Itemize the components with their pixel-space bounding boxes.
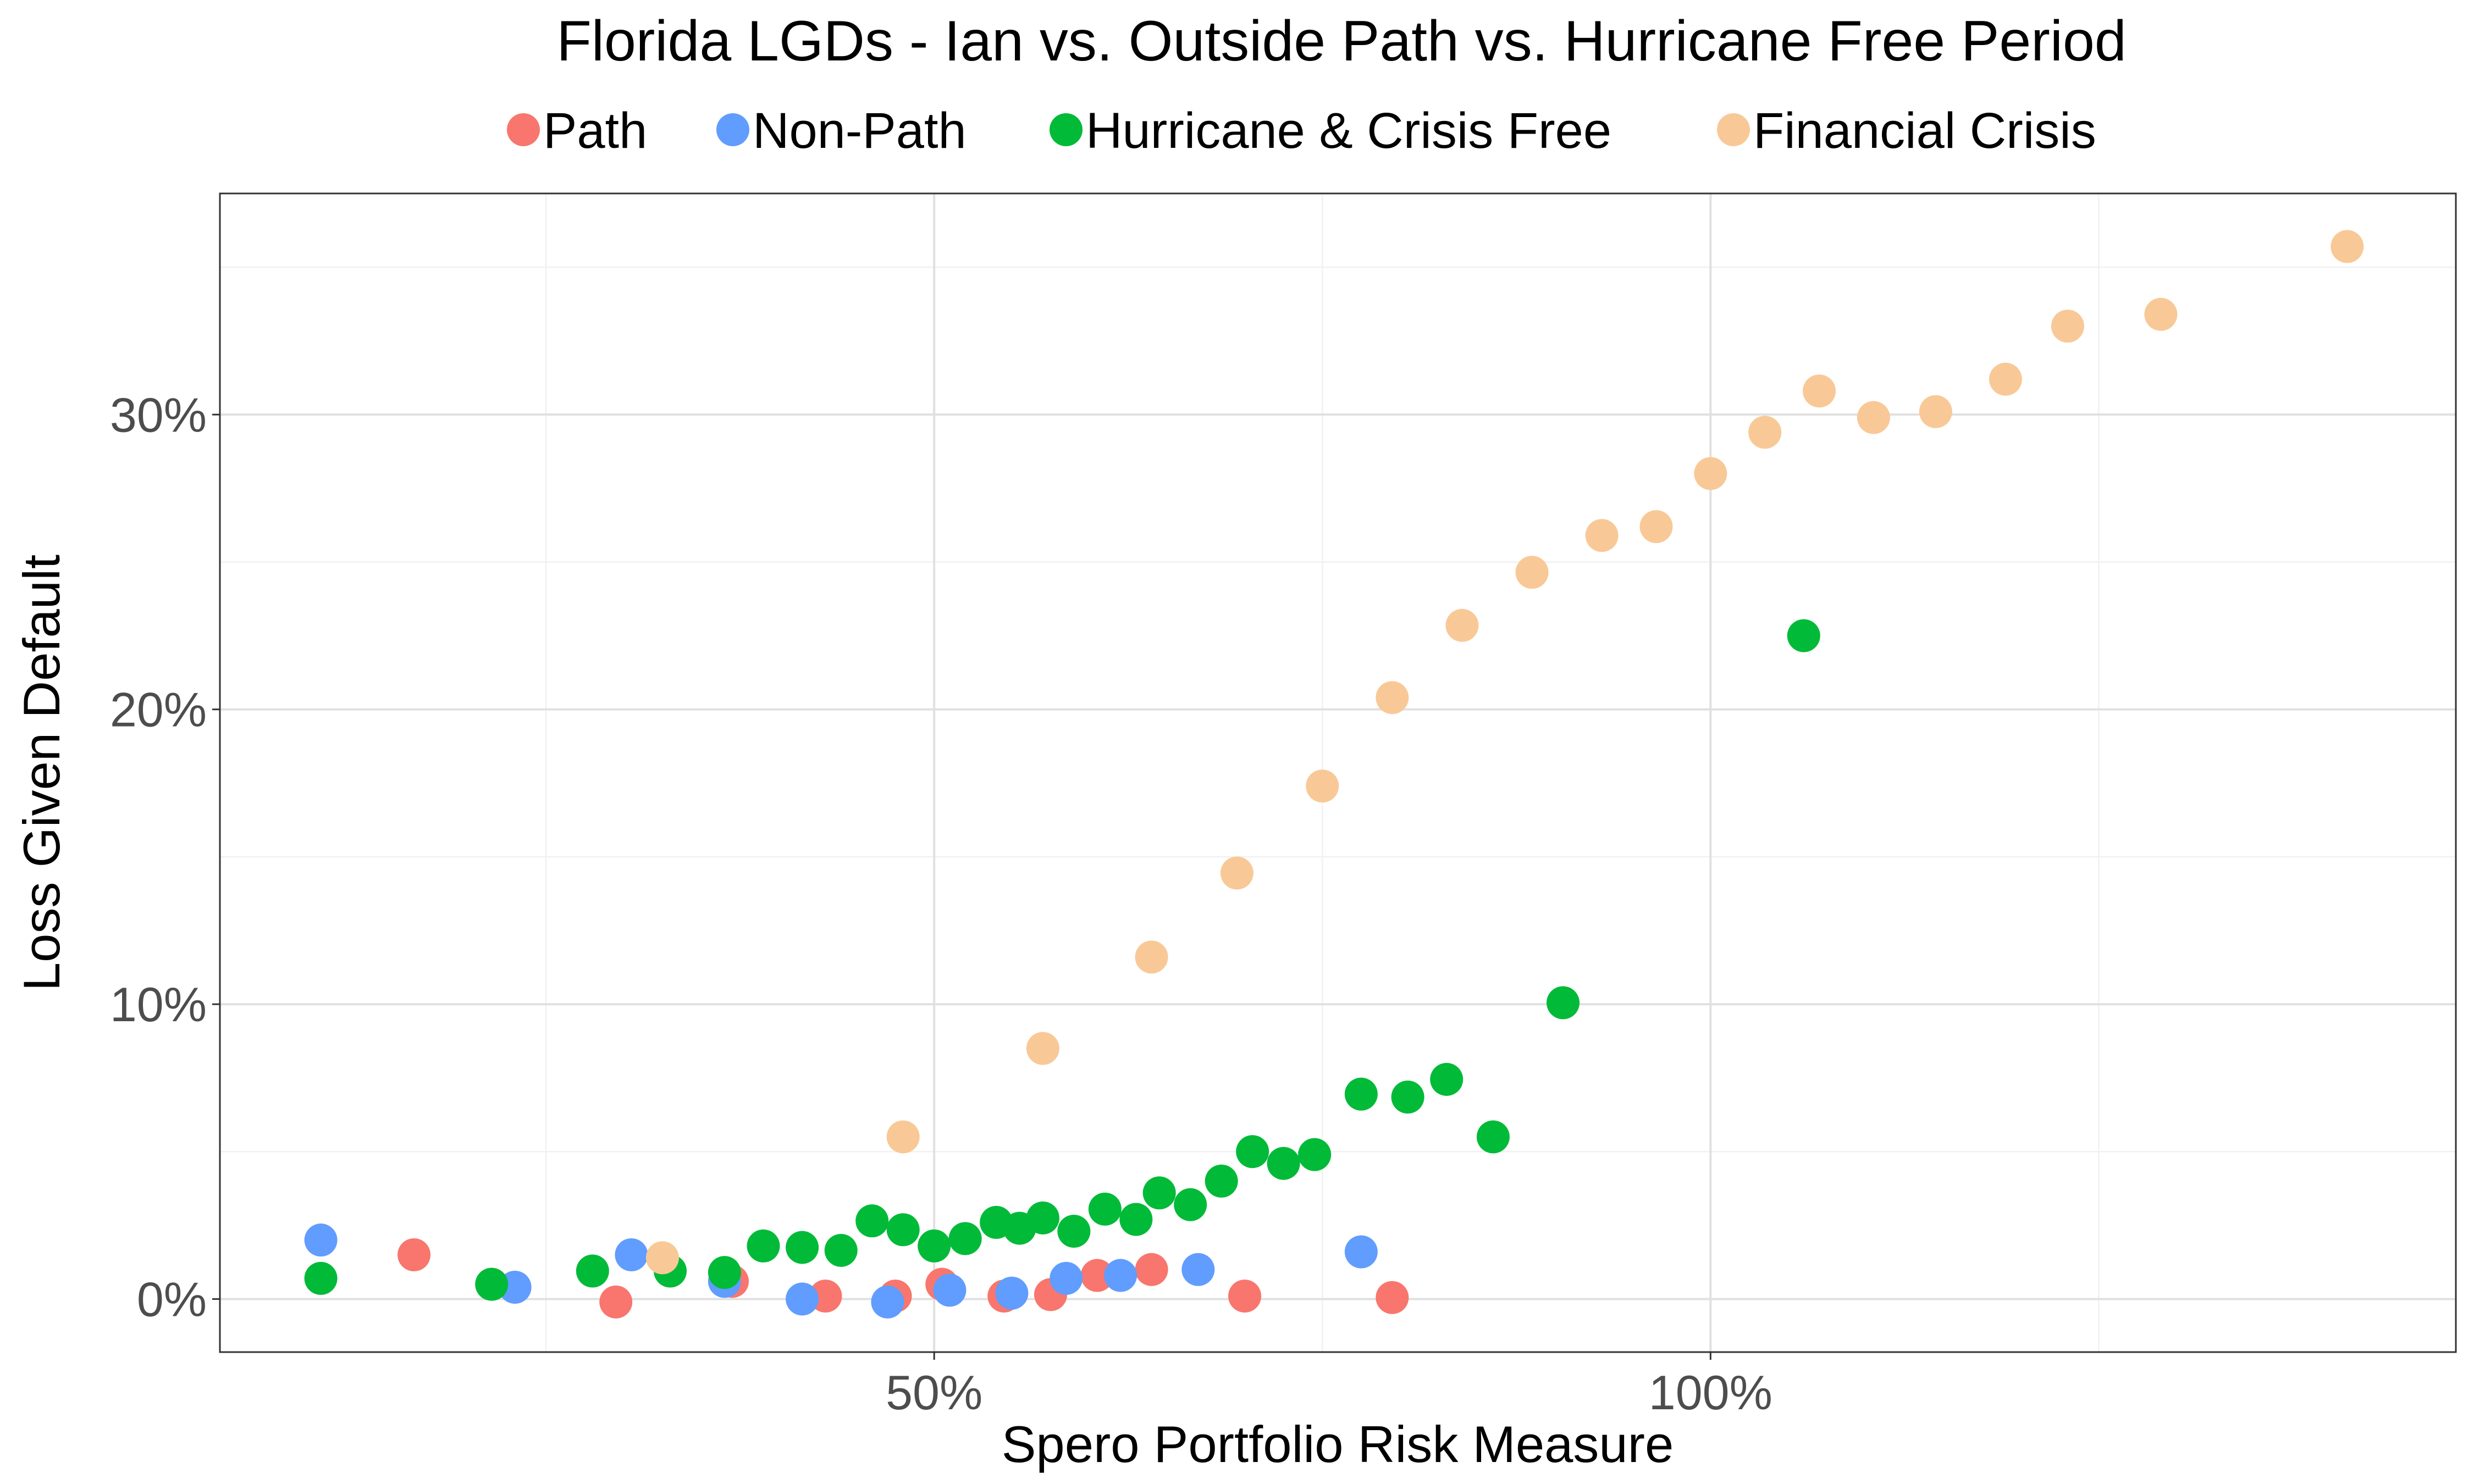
point-hurricane-crisis-free <box>1057 1215 1091 1248</box>
point-hurricane-crisis-free <box>304 1261 338 1295</box>
point-hurricane-crisis-free <box>1476 1120 1510 1154</box>
point-non-path <box>995 1276 1029 1310</box>
point-hurricane-crisis-free <box>1344 1077 1378 1111</box>
point-hurricane-crisis-free <box>747 1229 780 1262</box>
point-financial-crisis <box>1919 395 1952 428</box>
point-hurricane-crisis-free <box>1787 619 1820 652</box>
plot-panel-border <box>219 192 2457 1353</box>
point-financial-crisis <box>2144 297 2178 331</box>
legend-item-hurricane-crisis-free: Hurricane & Crisis Free <box>1050 103 1611 159</box>
point-financial-crisis <box>1220 856 1253 890</box>
legend-label-financial-crisis: Financial Crisis <box>1753 103 2096 159</box>
point-path <box>1376 1281 1409 1314</box>
x-tick-label: 100% <box>1649 1365 1772 1420</box>
legend-label-non-path: Non-Path <box>753 103 967 159</box>
point-non-path <box>1050 1261 1083 1295</box>
point-financial-crisis <box>1748 416 1782 449</box>
legend-label-path: Path <box>543 103 647 159</box>
point-financial-crisis <box>1585 519 1619 552</box>
point-hurricane-crisis-free <box>918 1229 951 1262</box>
point-financial-crisis <box>1803 374 1836 408</box>
point-financial-crisis <box>1694 457 1727 490</box>
point-hurricane-crisis-free <box>475 1267 509 1301</box>
point-financial-crisis <box>1445 608 1479 642</box>
axis-ticks: 0% 10% 20% 30% 50% 100% <box>110 387 1772 1420</box>
point-non-path <box>786 1282 819 1316</box>
point-financial-crisis <box>2051 309 2084 343</box>
point-hurricane-crisis-free <box>1119 1203 1153 1236</box>
point-hurricane-crisis-free <box>1142 1176 1176 1210</box>
point-hurricane-crisis-free <box>1026 1201 1059 1234</box>
point-hurricane-crisis-free <box>948 1222 982 1255</box>
legend-key-path <box>507 113 540 146</box>
point-hurricane-crisis-free <box>1205 1164 1238 1198</box>
y-tick-label: 10% <box>110 977 207 1032</box>
legend: Path Non-Path Hurricane & Crisis Free Fi… <box>507 103 2096 159</box>
legend-label-hurricane-crisis-free: Hurricane & Crisis Free <box>1086 103 1611 159</box>
point-non-path <box>615 1238 648 1271</box>
chart-title: Florida LGDs - Ian vs. Outside Path vs. … <box>556 9 2126 73</box>
legend-key-financial-crisis <box>1717 113 1750 146</box>
point-financial-crisis <box>1515 556 1549 589</box>
point-hurricane-crisis-free <box>786 1231 819 1264</box>
y-axis-title: Loss Given Default <box>13 555 70 991</box>
y-tick-label: 0% <box>137 1272 207 1326</box>
point-hurricane-crisis-free <box>708 1256 741 1289</box>
point-financial-crisis <box>1306 769 1339 803</box>
point-non-path <box>1181 1253 1215 1286</box>
point-path <box>397 1238 431 1271</box>
point-hurricane-crisis-free <box>886 1213 920 1247</box>
gridlines <box>220 193 2456 1352</box>
legend-key-non-path <box>716 113 749 146</box>
point-hurricane-crisis-free <box>1547 986 1580 1020</box>
point-hurricane-crisis-free <box>1236 1135 1269 1169</box>
point-non-path <box>1344 1235 1378 1269</box>
legend-key-hurricane-crisis-free <box>1050 113 1083 146</box>
point-financial-crisis <box>1376 681 1409 715</box>
point-financial-crisis <box>1989 362 2022 396</box>
point-hurricane-crisis-free <box>824 1233 858 1267</box>
point-hurricane-crisis-free <box>1430 1062 1464 1096</box>
point-financial-crisis <box>1135 940 1168 974</box>
data-points <box>304 230 2364 1319</box>
point-path <box>599 1285 633 1319</box>
point-hurricane-crisis-free <box>1298 1138 1332 1171</box>
point-non-path <box>1104 1259 1137 1292</box>
legend-item-financial-crisis: Financial Crisis <box>1717 103 2096 159</box>
point-hurricane-crisis-free <box>1088 1192 1122 1226</box>
point-financial-crisis <box>2331 230 2364 263</box>
point-path <box>1135 1253 1168 1286</box>
point-financial-crisis <box>1639 510 1673 544</box>
point-path <box>1080 1259 1114 1292</box>
point-hurricane-crisis-free <box>855 1204 889 1238</box>
point-financial-crisis <box>1026 1032 1059 1065</box>
legend-item-path: Path <box>507 103 647 159</box>
point-financial-crisis <box>1857 401 1890 434</box>
x-tick-label: 50% <box>886 1365 982 1420</box>
x-axis-title: Spero Portfolio Risk Measure <box>1002 1415 1674 1473</box>
y-tick-label: 20% <box>110 683 207 737</box>
point-hurricane-crisis-free <box>1267 1147 1300 1180</box>
point-hurricane-crisis-free <box>1174 1188 1207 1221</box>
point-non-path <box>304 1223 338 1257</box>
legend-item-non-path: Non-Path <box>716 103 967 159</box>
point-non-path <box>933 1273 967 1307</box>
point-hurricane-crisis-free <box>1391 1081 1424 1114</box>
y-tick-label: 30% <box>110 387 207 442</box>
point-financial-crisis <box>645 1241 679 1275</box>
point-non-path <box>871 1285 904 1319</box>
point-hurricane-crisis-free <box>576 1254 609 1288</box>
point-financial-crisis <box>886 1120 920 1154</box>
point-path <box>1228 1280 1262 1313</box>
